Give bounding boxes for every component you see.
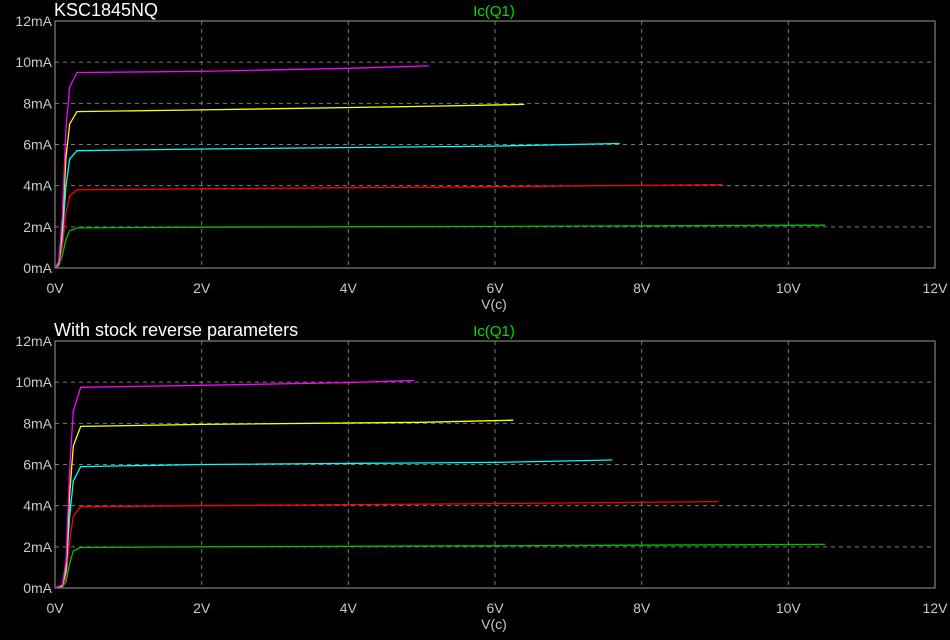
plot-frame xyxy=(54,340,936,589)
series-line-4 xyxy=(54,103,525,269)
x-tick-label: 2V xyxy=(193,600,211,616)
y-tick-label: 6mA xyxy=(23,137,52,153)
y-tick-label: 10mA xyxy=(15,54,52,70)
y-tick-label: 0mA xyxy=(23,580,52,596)
y-tick-label: 8mA xyxy=(23,415,52,431)
x-tick-label: 10V xyxy=(776,280,802,296)
y-tick-label: 2mA xyxy=(23,539,52,555)
x-tick-label: 6V xyxy=(486,600,504,616)
series-line-1 xyxy=(54,224,826,269)
x-tick-label: 12V xyxy=(923,280,949,296)
x-tick-label: 8V xyxy=(633,280,651,296)
x-tick-label: 0V xyxy=(46,600,64,616)
x-axis-label: V(c) xyxy=(481,296,507,312)
chart-title: KSC1845NQ xyxy=(54,0,158,20)
trace-label: Ic(Q1) xyxy=(473,3,515,20)
series-line-1 xyxy=(54,543,826,589)
x-tick-label: 4V xyxy=(340,600,358,616)
series-line-5 xyxy=(54,65,430,269)
chart-pane-1: 0mA 2mA 4mA 6mA 8mA 10mA 12mA 0V 2V 4V 6V 8V 10V 12V V… xyxy=(15,0,948,312)
series-line-3 xyxy=(54,142,620,269)
x-tick-label: 10V xyxy=(776,600,802,616)
x-axis-label: V(c) xyxy=(481,616,507,632)
y-tick-label: 12mA xyxy=(15,13,52,29)
x-tick-label: 4V xyxy=(340,280,358,296)
trace-label: Ic(Q1) xyxy=(473,323,515,340)
series-line-5 xyxy=(54,379,415,589)
x-tick-label: 2V xyxy=(193,280,211,296)
x-tick-label: 6V xyxy=(486,280,504,296)
y-tick-label: 12mA xyxy=(15,333,52,349)
y-tick-label: 2mA xyxy=(23,219,52,235)
y-tick-label: 6mA xyxy=(23,457,52,473)
x-tick-label: 0V xyxy=(46,280,64,296)
plot-frame xyxy=(54,20,936,269)
y-tick-label: 10mA xyxy=(15,374,52,390)
y-tick-label: 4mA xyxy=(23,178,52,194)
x-tick-label: 8V xyxy=(633,600,651,616)
y-tick-label: 4mA xyxy=(23,498,52,514)
series-line-3 xyxy=(54,459,613,589)
y-tick-label: 8mA xyxy=(23,95,52,111)
y-tick-label: 0mA xyxy=(23,260,52,276)
x-tick-label: 12V xyxy=(923,600,949,616)
chart-title: With stock reverse parameters xyxy=(54,320,298,340)
chart-pane-2: 0mA 2mA 4mA 6mA 8mA 10mA 12mA 0V 2V 4V 6V 8V 10V 12V V… xyxy=(15,320,948,632)
